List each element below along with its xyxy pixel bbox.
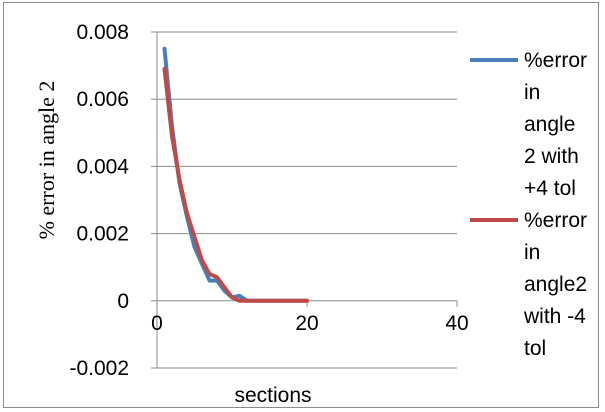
legend-label-1: %error in angle 2 with +4 tol [524,49,587,200]
legend-label-line: %error [524,209,587,232]
legend: %error in angle 2 with +4 tol %error in angle2 w… [470,49,587,360]
y-tick-label: 0.006 [76,88,129,111]
legend-label-line: angle [524,113,575,136]
x-tick-label: 40 [445,312,468,335]
legend-label-line: %error [524,49,587,72]
y-tick-label: 0.002 [76,223,129,246]
legend-label-line: 2 with [524,145,579,168]
y-tick-label: -0.002 [69,357,129,380]
legend-label-line: in [524,241,540,264]
y-tick-label: 0 [117,290,129,313]
legend-label-2: %error in angle2 with -4 tol [523,209,587,360]
y-tick-labels: -0.002 0 0.002 0.004 0.006 0.008 [69,21,129,380]
series-lines [162,46,309,303]
legend-label-line: tol [524,337,546,360]
series-line-2 [162,67,309,303]
legend-label-line: +4 tol [524,177,576,200]
y-tick-label: 0.004 [76,155,129,178]
legend-label-line: with -4 [523,305,586,328]
x-tick-labels: 0 20 40 [151,312,469,335]
legend-label-line: angle2 [524,273,587,296]
legend-label-line: in [524,81,540,104]
y-axis-label: % error in angle 2 [34,81,59,240]
chart-frame [3,2,599,408]
x-tick-label: 20 [295,312,318,335]
series-line-1 [162,46,309,303]
x-tick-label: 0 [151,312,163,335]
x-axis-label: sections [234,384,311,407]
y-tick-label: 0.008 [76,21,129,44]
gridlines [157,31,457,369]
